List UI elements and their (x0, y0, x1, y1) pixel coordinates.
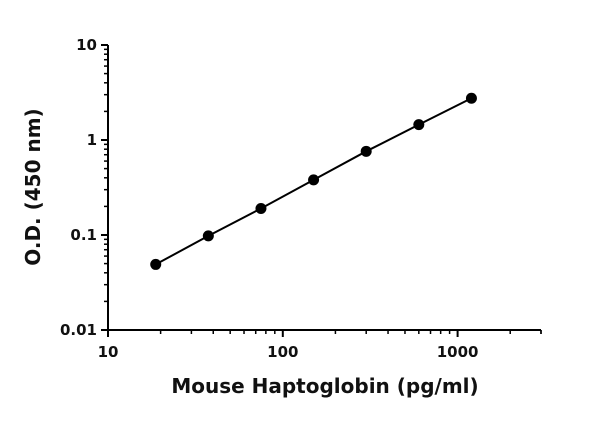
data-point (308, 174, 320, 186)
data-point (465, 92, 477, 104)
data-point (255, 203, 267, 215)
data-point (360, 145, 372, 157)
y-axis-title: O.D. (450 nm) (21, 108, 45, 265)
y-tick-label: 10 (76, 36, 97, 54)
y-tick-label: 1 (87, 131, 97, 149)
x-axis: 10 100 1000 (98, 329, 542, 361)
x-tick-label: 100 (267, 343, 298, 361)
data-point (413, 119, 425, 131)
series (150, 92, 477, 270)
data-point (150, 258, 162, 270)
y-tick-label: 0.01 (60, 321, 97, 339)
y-axis: 0.01 0.1 1 10 (60, 36, 109, 339)
x-tick-label: 10 (98, 343, 119, 361)
y-tick-label: 0.1 (70, 226, 97, 244)
x-axis-title: Mouse Haptoglobin (pg/ml) (171, 374, 478, 398)
data-point (202, 230, 214, 242)
x-tick-label: 1000 (437, 343, 479, 361)
